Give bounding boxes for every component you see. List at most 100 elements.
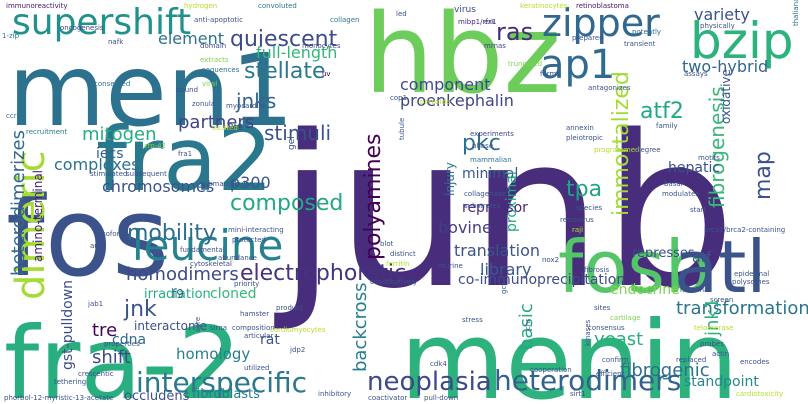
word: hbz xyxy=(364,0,561,118)
word: cdk4 xyxy=(430,360,447,368)
word: p300 xyxy=(230,173,271,192)
word: fundamental xyxy=(180,246,225,254)
word: submandibular xyxy=(200,180,253,188)
word: supershift xyxy=(12,2,191,43)
word: bovine xyxy=(438,218,492,237)
word: ccr4 xyxy=(6,112,22,120)
word: tpa xyxy=(566,177,602,202)
word: assays xyxy=(684,70,708,78)
word: probes xyxy=(700,340,724,348)
word: chr xyxy=(524,319,532,330)
word: jab1 xyxy=(87,300,103,308)
word: zonula xyxy=(192,100,215,108)
word: viral xyxy=(202,80,217,88)
word: chromosomes xyxy=(102,177,214,196)
word: fibrosis xyxy=(584,266,609,274)
word: experiments xyxy=(470,130,514,138)
word: homodimers xyxy=(126,264,239,285)
word: cdna xyxy=(112,332,146,348)
word: protected xyxy=(232,236,266,244)
word: antagonizes xyxy=(588,84,631,92)
word: atf2 xyxy=(640,99,684,124)
word: gct xyxy=(500,283,508,294)
word: mini-interacting xyxy=(228,226,284,234)
word: composed xyxy=(230,191,343,216)
word: mammalian xyxy=(470,156,512,164)
word: convoluted xyxy=(258,2,297,10)
word: component xyxy=(400,75,491,94)
word: sequences xyxy=(202,66,240,74)
word: translation xyxy=(454,241,540,260)
word: transformation xyxy=(676,298,808,319)
word: screen xyxy=(710,296,733,304)
word: men1 xyxy=(8,32,294,149)
word: fibrogenic xyxy=(620,360,710,381)
word: fra1 xyxy=(178,150,192,158)
word: electrophoretic xyxy=(240,261,406,286)
word: truncated xyxy=(508,60,542,68)
word: jdp2 xyxy=(289,346,305,354)
word: utilized xyxy=(244,364,269,372)
word: murine xyxy=(438,262,463,270)
word: immortalized xyxy=(609,71,634,216)
word: peroxide xyxy=(420,98,450,106)
word: uv xyxy=(322,70,331,78)
word: start xyxy=(690,206,707,214)
word: sirna xyxy=(210,324,227,332)
word: injury xyxy=(443,162,457,196)
word: retinoblastoma xyxy=(576,2,629,10)
word: shift xyxy=(92,347,131,368)
word: polysomes xyxy=(732,278,770,286)
word: zfp-42 xyxy=(144,142,166,150)
word: 1-zip xyxy=(2,32,20,40)
word: core xyxy=(194,317,202,332)
word: distinct xyxy=(390,250,416,258)
word: located xyxy=(212,124,238,132)
word: jnk xyxy=(123,297,157,322)
word: backcross xyxy=(350,283,371,372)
word: zipper xyxy=(542,1,660,45)
word: partners xyxy=(178,112,254,133)
word: leucine xyxy=(132,221,283,270)
word: gel xyxy=(287,136,297,150)
word: mrnas xyxy=(484,42,506,50)
word: erk xyxy=(484,18,496,26)
word: interspecific xyxy=(136,366,307,399)
word: bzip xyxy=(690,12,794,70)
word: represses xyxy=(632,246,695,261)
word: immunoreactivity xyxy=(6,2,68,10)
word: properties xyxy=(104,340,140,348)
word: programmed xyxy=(594,146,639,154)
word: endocrine xyxy=(610,282,680,298)
word: jnks xyxy=(235,89,276,113)
word: phase xyxy=(472,142,493,150)
word: blot xyxy=(380,240,394,248)
word: homology xyxy=(176,345,250,363)
word: 3t3 xyxy=(228,123,243,133)
word: iecs xyxy=(96,146,124,162)
word: neoplasia xyxy=(367,367,492,397)
word: conserved xyxy=(94,80,130,88)
word: modulates xyxy=(662,190,699,198)
word: inhibitory xyxy=(318,390,351,398)
word: composition xyxy=(232,324,275,332)
word: maximal xyxy=(680,286,710,294)
word: confirm xyxy=(602,356,629,364)
word: cartilage xyxy=(610,314,641,322)
word: virus xyxy=(454,5,476,15)
word: minimal xyxy=(462,166,518,182)
word: species xyxy=(576,204,602,212)
word: junb xyxy=(274,90,736,335)
word: efficient xyxy=(596,370,625,378)
word: consensus xyxy=(588,324,625,332)
word: jnk1 xyxy=(702,298,723,337)
word: variety xyxy=(694,5,750,24)
word: heterodimers xyxy=(494,364,681,397)
word: fibrogenesis xyxy=(705,86,729,208)
word: proximal xyxy=(504,171,520,232)
word: sites xyxy=(594,304,611,312)
word: thaliana xyxy=(792,0,800,26)
word: occludens xyxy=(124,389,190,404)
word: actin xyxy=(712,350,729,358)
